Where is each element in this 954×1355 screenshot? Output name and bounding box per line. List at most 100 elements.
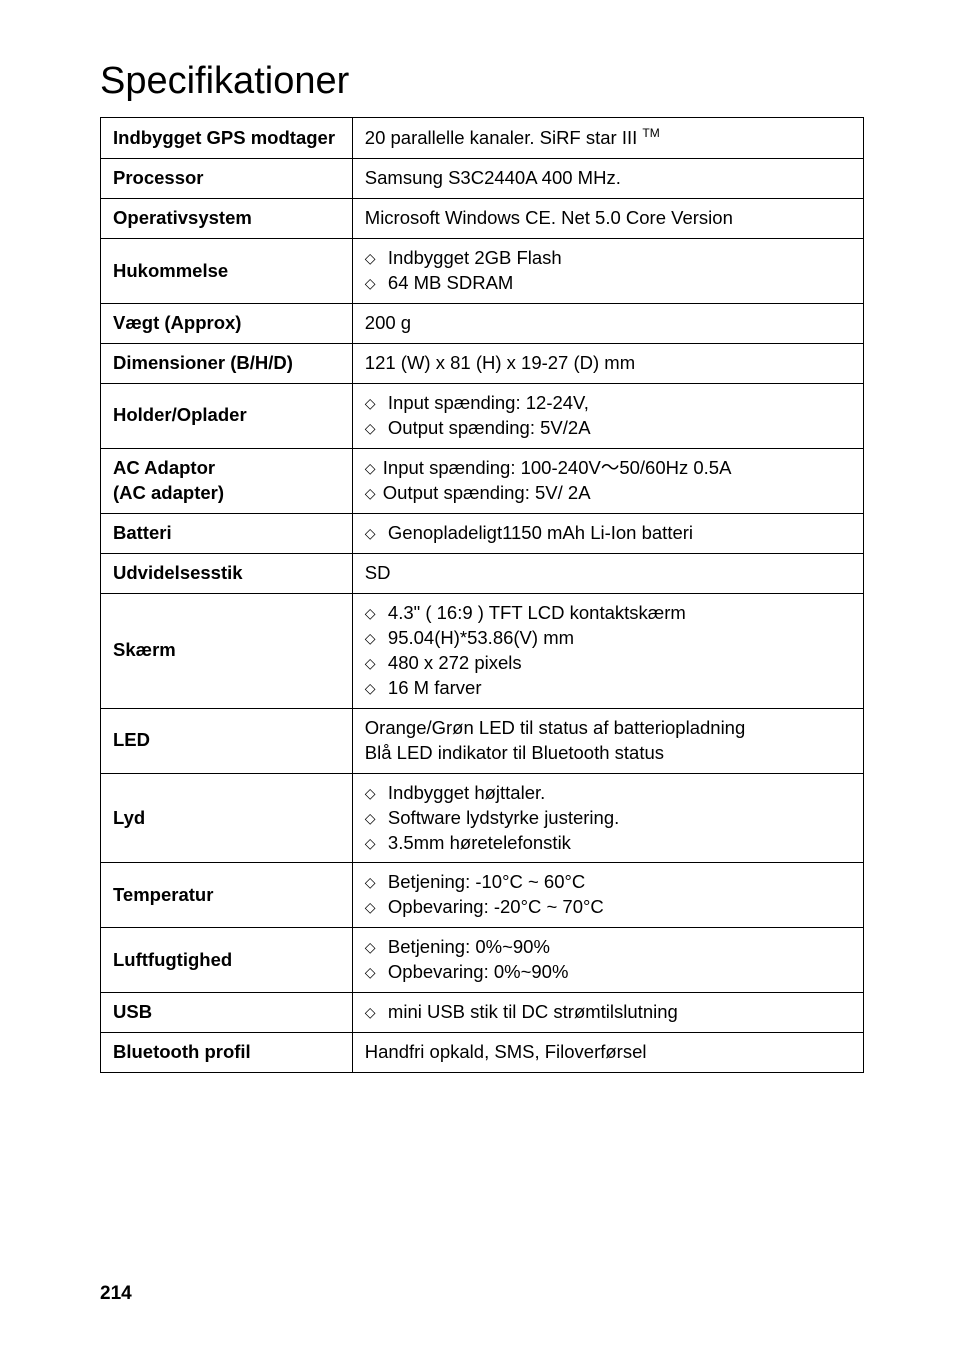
diamond-icon: ◇ — [365, 249, 383, 268]
page-title: Specifikationer — [100, 60, 864, 103]
spec-label: Lyd — [101, 773, 353, 863]
diamond-icon: ◇ — [365, 873, 383, 892]
bullet-line: ◇ 4.3" ( 16:9 ) TFT LCD kontaktskærm — [365, 601, 853, 626]
spec-label: Processor — [101, 159, 353, 199]
value-line: Handfri opkald, SMS, Filoverførsel — [365, 1040, 853, 1065]
spec-value: 200 g — [352, 304, 863, 344]
bullet-line: ◇ 3.5mm høretelefonstik — [365, 831, 853, 856]
table-row: Hukommelse◇ Indbygget 2GB Flash◇ 64 MB S… — [101, 239, 864, 304]
table-row: Luftfugtighed◇ Betjening: 0%~90%◇ Opbeva… — [101, 928, 864, 993]
diamond-icon: ◇ — [365, 484, 383, 503]
spec-label: Hukommelse — [101, 239, 353, 304]
value-line: 121 (W) x 81 (H) x 19-27 (D) mm — [365, 351, 853, 376]
value-line: Microsoft Windows CE. Net 5.0 Core Versi… — [365, 206, 853, 231]
spec-value: Handfri opkald, SMS, Filoverførsel — [352, 1033, 863, 1073]
diamond-icon: ◇ — [365, 524, 383, 543]
spec-value: ◇ Input spænding: 12-24V,◇ Output spændi… — [352, 383, 863, 448]
bullet-line: ◇ mini USB stik til DC strømtilslutning — [365, 1000, 853, 1025]
spec-value: 20 parallelle kanaler. SiRF star III TM — [352, 118, 863, 159]
diamond-icon: ◇ — [365, 679, 383, 698]
value-line: Blå LED indikator til Bluetooth status — [365, 741, 853, 766]
spec-label: Bluetooth profil — [101, 1033, 353, 1073]
spec-value: ◇ Indbygget højttaler.◇ Software lydstyr… — [352, 773, 863, 863]
page-number: 214 — [100, 1283, 132, 1305]
spec-value: ◇ mini USB stik til DC strømtilslutning — [352, 993, 863, 1033]
spec-label: LED — [101, 708, 353, 773]
bullet-line: ◇ Output spænding: 5V/2A — [365, 416, 853, 441]
value-line: 200 g — [365, 311, 853, 336]
table-row: Holder/Oplader◇ Input spænding: 12-24V,◇… — [101, 383, 864, 448]
spec-value: Samsung S3C2440A 400 MHz. — [352, 159, 863, 199]
spec-table: Indbygget GPS modtager20 parallelle kana… — [100, 117, 864, 1073]
spec-label: AC Adaptor(AC adapter) — [101, 448, 353, 513]
bullet-line: ◇ Betjening: 0%~90% — [365, 935, 853, 960]
spec-label: Temperatur — [101, 863, 353, 928]
table-row: Temperatur◇ Betjening: -10°C ~ 60°C◇ Opb… — [101, 863, 864, 928]
diamond-icon: ◇ — [365, 604, 383, 623]
bullet-line: ◇ Indbygget 2GB Flash — [365, 246, 853, 271]
diamond-icon: ◇ — [365, 419, 383, 438]
table-row: Dimensioner (B/H/D) 121 (W) x 81 (H) x 19… — [101, 343, 864, 383]
spec-value: ◇ Betjening: -10°C ~ 60°C◇ Opbevaring: -… — [352, 863, 863, 928]
spec-value: Orange/Grøn LED til status af batteriopl… — [352, 708, 863, 773]
spec-value: ◇ Indbygget 2GB Flash◇ 64 MB SDRAM — [352, 239, 863, 304]
spec-value: 121 (W) x 81 (H) x 19-27 (D) mm — [352, 343, 863, 383]
spec-label: Operativsystem — [101, 199, 353, 239]
spec-value: SD — [352, 553, 863, 593]
diamond-icon: ◇ — [365, 274, 383, 293]
spec-label: Holder/Oplader — [101, 383, 353, 448]
bullet-line: ◇ Betjening: -10°C ~ 60°C — [365, 870, 853, 895]
spec-label: Batteri — [101, 513, 353, 553]
value-line: SD — [365, 561, 853, 586]
table-row: USB ◇ mini USB stik til DC strømtilslutni… — [101, 993, 864, 1033]
diamond-icon: ◇ — [365, 459, 383, 478]
spec-label: Dimensioner (B/H/D) — [101, 343, 353, 383]
table-row: Udvidelsesstik SD — [101, 553, 864, 593]
table-row: Operativsystem Microsoft Windows CE. Net … — [101, 199, 864, 239]
diamond-icon: ◇ — [365, 629, 383, 648]
diamond-icon: ◇ — [365, 834, 383, 853]
spec-label: Udvidelsesstik — [101, 553, 353, 593]
value-line: Samsung S3C2440A 400 MHz. — [365, 166, 853, 191]
bullet-line: ◇Output spænding: 5V/ 2A — [365, 481, 853, 506]
diamond-icon: ◇ — [365, 809, 383, 828]
bullet-line: ◇ Software lydstyrke justering. — [365, 806, 853, 831]
value-line: Orange/Grøn LED til status af batteriopl… — [365, 716, 853, 741]
spec-label: USB — [101, 993, 353, 1033]
spec-value: ◇ Betjening: 0%~90%◇ Opbevaring: 0%~90% — [352, 928, 863, 993]
bullet-line: ◇ 16 M farver — [365, 676, 853, 701]
diamond-icon: ◇ — [365, 963, 383, 982]
table-row: Vægt (Approx) 200 g — [101, 304, 864, 344]
spec-value: Microsoft Windows CE. Net 5.0 Core Versi… — [352, 199, 863, 239]
diamond-icon: ◇ — [365, 654, 383, 673]
spec-label: Skærm — [101, 593, 353, 708]
spec-value: ◇ Genopladeligt1150 mAh Li-Ion batteri — [352, 513, 863, 553]
table-row: Bluetooth profil Handfri opkald, SMS, Fil… — [101, 1033, 864, 1073]
spec-label: Vægt (Approx) — [101, 304, 353, 344]
bullet-line: ◇ 480 x 272 pixels — [365, 651, 853, 676]
table-row: Indbygget GPS modtager20 parallelle kana… — [101, 118, 864, 159]
spec-value: ◇Input spænding: 100-240V～50/60Hz 0.5A◇O… — [352, 448, 863, 513]
table-row: Batteri ◇ Genopladeligt1150 mAh Li-Ion ba… — [101, 513, 864, 553]
diamond-icon: ◇ — [365, 938, 383, 957]
bullet-line: ◇ Opbevaring: -20°C ~ 70°C — [365, 895, 853, 920]
bullet-line: ◇ Opbevaring: 0%~90% — [365, 960, 853, 985]
bullet-line: ◇Input spænding: 100-240V～50/60Hz 0.5A — [365, 456, 853, 481]
bullet-line: ◇ 95.04(H)*53.86(V) mm — [365, 626, 853, 651]
diamond-icon: ◇ — [365, 784, 383, 803]
bullet-line: ◇ Input spænding: 12-24V, — [365, 391, 853, 416]
table-row: AC Adaptor(AC adapter)◇Input spænding: 1… — [101, 448, 864, 513]
page-container: Specifikationer Indbygget GPS modtager20… — [0, 0, 954, 1355]
diamond-icon: ◇ — [365, 1003, 383, 1022]
spec-label: Indbygget GPS modtager — [101, 118, 353, 159]
bullet-line: ◇ 64 MB SDRAM — [365, 271, 853, 296]
bullet-line: ◇ Indbygget højttaler. — [365, 781, 853, 806]
bullet-line: ◇ Genopladeligt1150 mAh Li-Ion batteri — [365, 521, 853, 546]
spec-value: ◇ 4.3" ( 16:9 ) TFT LCD kontaktskærm◇ 95… — [352, 593, 863, 708]
diamond-icon: ◇ — [365, 898, 383, 917]
table-row: LED Orange/Grøn LED til status af batteri… — [101, 708, 864, 773]
table-row: Processor Samsung S3C2440A 400 MHz. — [101, 159, 864, 199]
spec-label: Luftfugtighed — [101, 928, 353, 993]
table-row: Skærm◇ 4.3" ( 16:9 ) TFT LCD kontaktskær… — [101, 593, 864, 708]
table-row: Lyd◇ Indbygget højttaler.◇ Software lyds… — [101, 773, 864, 863]
